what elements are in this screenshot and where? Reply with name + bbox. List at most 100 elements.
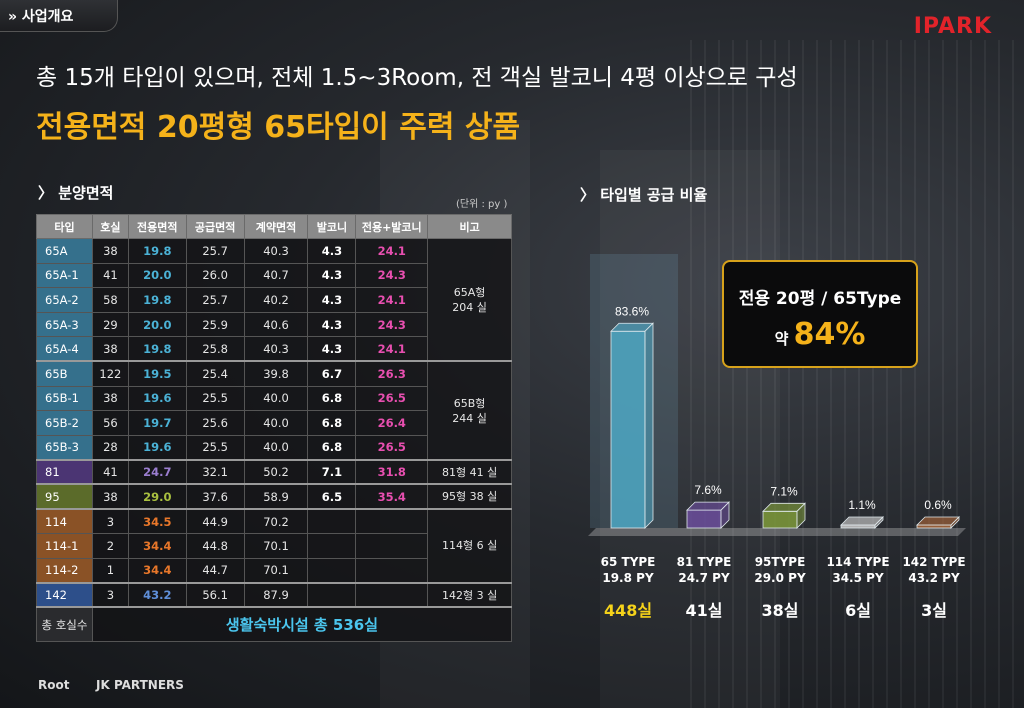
balcony-cell: 6.8: [307, 410, 357, 436]
balcony-cell: 4.3: [307, 311, 357, 338]
table-row: 81 41 24.7 32.1 50.2 7.1 31.8 81형 41 실: [36, 458, 512, 485]
supply-area-cell: 25.7: [185, 238, 245, 264]
supply-area-cell: 44.7: [185, 557, 245, 584]
background-building: [690, 40, 1024, 708]
contract-area-cell: 40.3: [243, 336, 309, 362]
supply-area-cell: 37.6: [185, 483, 245, 510]
exclusive-plus-balcony-cell: [355, 581, 429, 608]
total-value: 생활숙박시설 총 536실: [91, 606, 513, 642]
balcony-cell: [307, 508, 357, 535]
category-sublabel: 24.7 PY: [678, 571, 730, 585]
exclusive-area-cell: 19.8: [127, 336, 187, 362]
headline: 총 15개 타입이 있으며, 전체 1.5~3Room, 전 객실 발코니 4평…: [36, 65, 798, 91]
supply-area-cell: 25.9: [185, 311, 245, 338]
exclusive-area-cell: 20.0: [127, 262, 187, 289]
units-cell: 3: [91, 508, 129, 535]
type-cell: 65B: [36, 360, 93, 387]
exclusive-area-cell: 20.0: [127, 311, 187, 338]
col-header: 계약면적: [243, 214, 309, 239]
col-header: 전용면적: [127, 214, 187, 239]
exclusive-plus-balcony-cell: 24.1: [355, 336, 429, 362]
supply-area-cell: 25.5: [185, 434, 245, 461]
section-tab: » 사업개요: [0, 0, 118, 32]
highlight-callout: 전용 20평 / 65Type 약 84%: [722, 260, 918, 368]
balcony-cell: 6.7: [307, 360, 357, 387]
supply-area-cell: 26.0: [185, 262, 245, 289]
bar-side: [644, 322, 654, 529]
contract-area-cell: 40.0: [243, 385, 309, 412]
type-cell: 65B-1: [36, 385, 93, 412]
supply-area-cell: 25.7: [185, 287, 245, 313]
col-header: 전용+발코니: [355, 214, 429, 239]
type-cell: 65B-2: [36, 410, 93, 436]
contract-area-cell: 70.1: [243, 557, 309, 584]
table-section-title: 〉 분양면적: [38, 184, 114, 202]
type-cell: 81: [36, 458, 93, 485]
note-cell: 65B형 244 실: [427, 360, 512, 461]
col-header: 공급면적: [185, 214, 245, 239]
units-cell: 38: [91, 385, 129, 412]
type-cell: 65A-2: [36, 287, 93, 313]
col-header: 타입: [36, 214, 93, 239]
contract-area-cell: 87.9: [243, 581, 309, 608]
table-row: 114 3 34.5 44.9 70.2 114형 6 실: [36, 508, 512, 584]
area-table: 타입 호실 전용면적 공급면적 계약면적 발코니 전용+발코니 비고 65A 38…: [36, 214, 513, 642]
units-cell: 41: [91, 262, 129, 289]
exclusive-area-cell: 19.8: [127, 287, 187, 313]
bar-value-label: 7.6%: [694, 483, 722, 497]
jk-partners-logo: JK PARTNERS: [96, 678, 184, 692]
unit-count-label: 38실: [762, 601, 799, 620]
bar-side: [874, 516, 884, 529]
bar-side: [720, 501, 730, 529]
table-row: 142 3 43.2 56.1 87.9 142형 3 실: [36, 581, 512, 608]
note-cell: 65A형 204 실: [427, 238, 512, 362]
col-header: 발코니: [307, 214, 357, 239]
note-line: 204 실: [452, 300, 487, 314]
category-label: 95TYPE: [755, 555, 806, 569]
bar-value-label: 7.1%: [770, 484, 798, 498]
contract-area-cell: 40.2: [243, 287, 309, 313]
balcony-cell: [307, 581, 357, 608]
contract-area-cell: 70.2: [243, 508, 309, 535]
supply-area-cell: 25.4: [185, 360, 245, 387]
note-line: 65B형: [453, 396, 486, 410]
callout-percent: 84%: [793, 317, 866, 352]
balcony-cell: 4.3: [307, 287, 357, 313]
balcony-cell: 4.3: [307, 336, 357, 362]
table-row: 65B 122 19.5 25.4 39.8 6.7 26.3 65B형 244 실: [36, 360, 512, 461]
table-row: 65A 38 19.8 25.7 40.3 4.3 24.1 65A형 204 실: [36, 238, 512, 362]
exclusive-area-cell: 19.7: [127, 410, 187, 436]
total-label: 총 호실수: [36, 606, 93, 642]
subhead: 전용면적 20평형 65타입이 주력 상품: [36, 110, 521, 145]
exclusive-area-cell: 34.4: [127, 557, 187, 584]
type-cell: 95: [36, 483, 93, 510]
type-cell: 65A-1: [36, 262, 93, 289]
exclusive-area-cell: 19.8: [127, 238, 187, 264]
balcony-cell: 4.3: [307, 262, 357, 289]
table-row: 65B-1 38 19.6 25.5 40.0 6.8 26.5: [36, 385, 512, 412]
exclusive-plus-balcony-cell: 35.4: [355, 483, 429, 510]
unit-count-label: 41실: [686, 601, 723, 620]
type-cell: 65A-3: [36, 311, 93, 338]
category-label: 65 TYPE: [601, 555, 656, 569]
exclusive-plus-balcony-cell: [355, 557, 429, 584]
note-line: 142형 3 실: [441, 588, 498, 602]
table-row: 65A-1 41 20.0 26.0 40.7 4.3 24.3: [36, 262, 512, 289]
exclusive-area-cell: 34.4: [127, 533, 187, 559]
bar-value-label: 0.6%: [924, 498, 952, 512]
bar: [916, 524, 952, 529]
units-cell: 58: [91, 287, 129, 313]
unit-count-label: 448실: [604, 601, 652, 620]
exclusive-plus-balcony-cell: 26.3: [355, 360, 429, 387]
ipark-logo: IPARK: [913, 14, 992, 39]
note-line: 244 실: [452, 411, 487, 425]
unit-label: (단위 : py ): [456, 199, 508, 210]
exclusive-area-cell: 29.0: [127, 483, 187, 510]
balcony-cell: [307, 533, 357, 559]
contract-area-cell: 40.0: [243, 410, 309, 436]
note-line: 65A형: [453, 285, 486, 299]
exclusive-area-cell: 24.7: [127, 458, 187, 485]
note-line: 95형 38 실: [441, 490, 498, 504]
contract-area-cell: 40.7: [243, 262, 309, 289]
units-cell: 1: [91, 557, 129, 584]
